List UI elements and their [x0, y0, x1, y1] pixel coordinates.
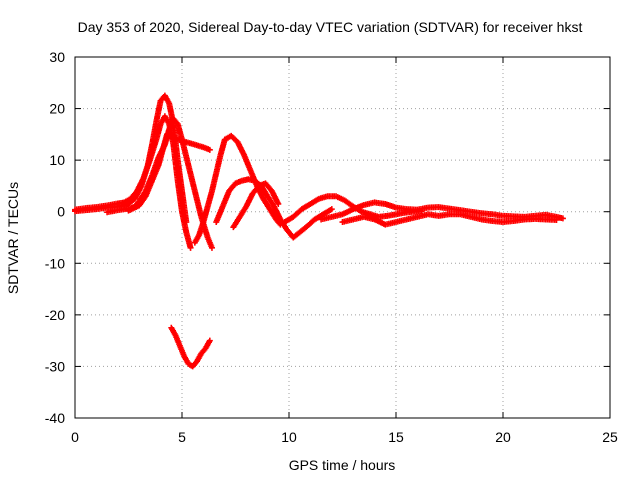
- data-point: [328, 206, 335, 213]
- x-axis-title: GPS time / hours: [289, 457, 396, 473]
- x-tick-label: 5: [178, 429, 186, 445]
- x-tick-label: 10: [281, 429, 297, 445]
- y-tick-label: -30: [45, 358, 65, 374]
- x-tick-labels: 0 5 10 15 20 25: [71, 429, 618, 445]
- y-tick-labels: -40 -30 -20 -10 0 10 20 30: [45, 49, 65, 426]
- plot-frame: [74, 56, 611, 419]
- y-tick-label: 0: [57, 204, 65, 220]
- data-point: [206, 337, 213, 344]
- y-tick-label: 30: [49, 49, 65, 65]
- series-arc-7: [230, 180, 282, 231]
- y-tick-label: -20: [45, 307, 65, 323]
- plot-frame-group: [74, 56, 611, 419]
- x-tick-label: 20: [495, 429, 511, 445]
- data-point: [206, 146, 213, 153]
- data-point: [187, 244, 194, 251]
- data-point: [559, 215, 566, 222]
- x-tick-label: 0: [71, 429, 79, 445]
- series-arc-8: [281, 193, 425, 226]
- data-point: [553, 216, 560, 223]
- y-tick-label: 10: [49, 152, 65, 168]
- series-arc-6: [213, 176, 335, 241]
- tick-marks: [74, 56, 611, 419]
- series-arc-4: [125, 131, 213, 214]
- series-arc-11: [168, 324, 213, 370]
- y-tick-label: 20: [49, 101, 65, 117]
- series-arc-9: [318, 199, 566, 223]
- data-point: [275, 200, 282, 207]
- y-tick-label: -40: [45, 410, 65, 426]
- data-points: [72, 92, 566, 370]
- grid: [75, 57, 610, 418]
- series-arc-10: [339, 211, 560, 228]
- y-tick-label: -10: [45, 255, 65, 271]
- data-point: [208, 244, 215, 251]
- chart-title: Day 353 of 2020, Sidereal Day-to-day VTE…: [78, 19, 583, 35]
- x-tick-label: 15: [388, 429, 404, 445]
- data-point: [183, 219, 190, 226]
- x-tick-label: 25: [602, 429, 618, 445]
- y-axis-title: SDTVAR / TECUs: [5, 182, 21, 294]
